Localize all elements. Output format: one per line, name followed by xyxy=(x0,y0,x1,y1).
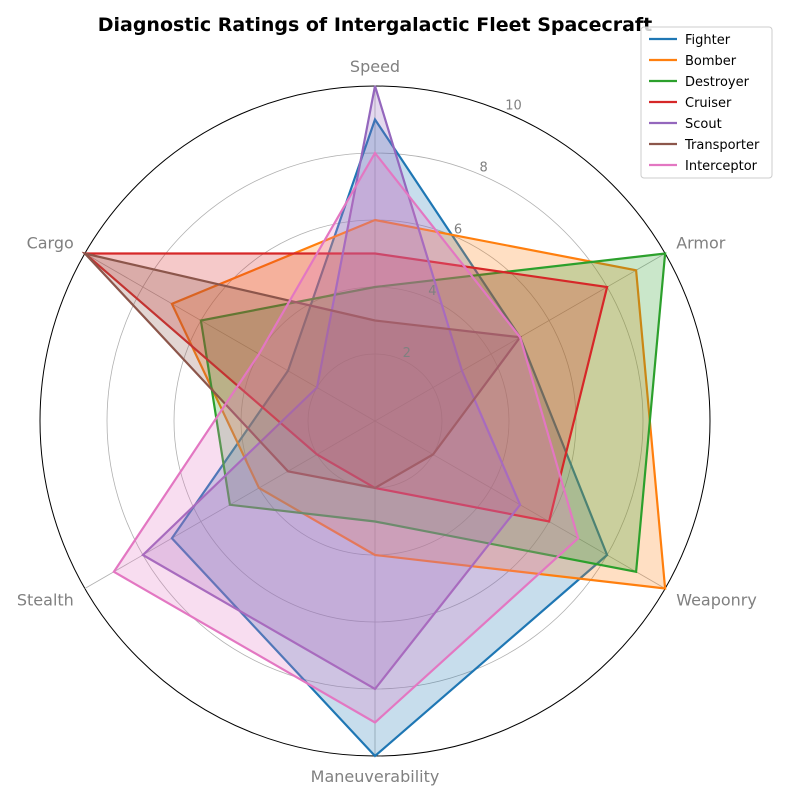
axis-label-armor: Armor xyxy=(676,234,726,253)
series-line-bomber xyxy=(170,218,667,590)
radial-tick-label: 6 xyxy=(454,222,462,237)
radial-tick-label: 4 xyxy=(428,284,436,299)
series-fill-destroyer xyxy=(200,253,666,572)
series-fill-interceptor xyxy=(113,153,579,723)
legend-label-scout: Scout xyxy=(685,117,722,132)
spoke-line xyxy=(84,253,376,422)
legend: Fighter Bomber Destroyer Cruiser Scout Transp… xyxy=(640,26,773,179)
series-fill-fighter xyxy=(171,119,608,756)
series-fill-transporter xyxy=(84,253,521,488)
series-line-scout xyxy=(141,85,522,691)
axis-label-speed: Speed xyxy=(350,57,400,76)
legend-label-cruiser: Cruiser xyxy=(685,96,732,111)
legend-label-transporter: Transporter xyxy=(684,138,760,153)
legend-label-interceptor: Interceptor xyxy=(685,159,758,174)
legend-label-destroyer: Destroyer xyxy=(685,75,750,90)
series-layer xyxy=(81,85,667,758)
series-line-interceptor xyxy=(112,151,580,724)
axis-label-stealth: Stealth xyxy=(17,591,74,610)
series-line-destroyer xyxy=(199,252,667,574)
series-fill-bomber xyxy=(171,220,666,589)
axis-label-weaponry: Weaponry xyxy=(676,591,757,610)
axis-labels: Speed Armor Weaponry Maneuverability Stealth… xyxy=(17,57,757,786)
radial-tick-label: 8 xyxy=(480,160,488,175)
radial-tick-labels: 2 4 6 8 10 xyxy=(403,99,522,362)
chart-title: Diagnostic Ratings of Intergalactic Flee… xyxy=(98,14,653,36)
axis-label-maneuverability: Maneuverability xyxy=(311,767,440,786)
radial-tick-label: 10 xyxy=(505,99,522,114)
series-fill-scout xyxy=(142,86,521,689)
series-fill-cruiser xyxy=(84,253,608,522)
radial-tick-label: 2 xyxy=(403,346,411,361)
legend-label-bomber: Bomber xyxy=(685,54,737,69)
legend-label-fighter: Fighter xyxy=(685,33,731,48)
axis-label-cargo: Cargo xyxy=(27,234,74,253)
legend-frame xyxy=(640,26,773,179)
